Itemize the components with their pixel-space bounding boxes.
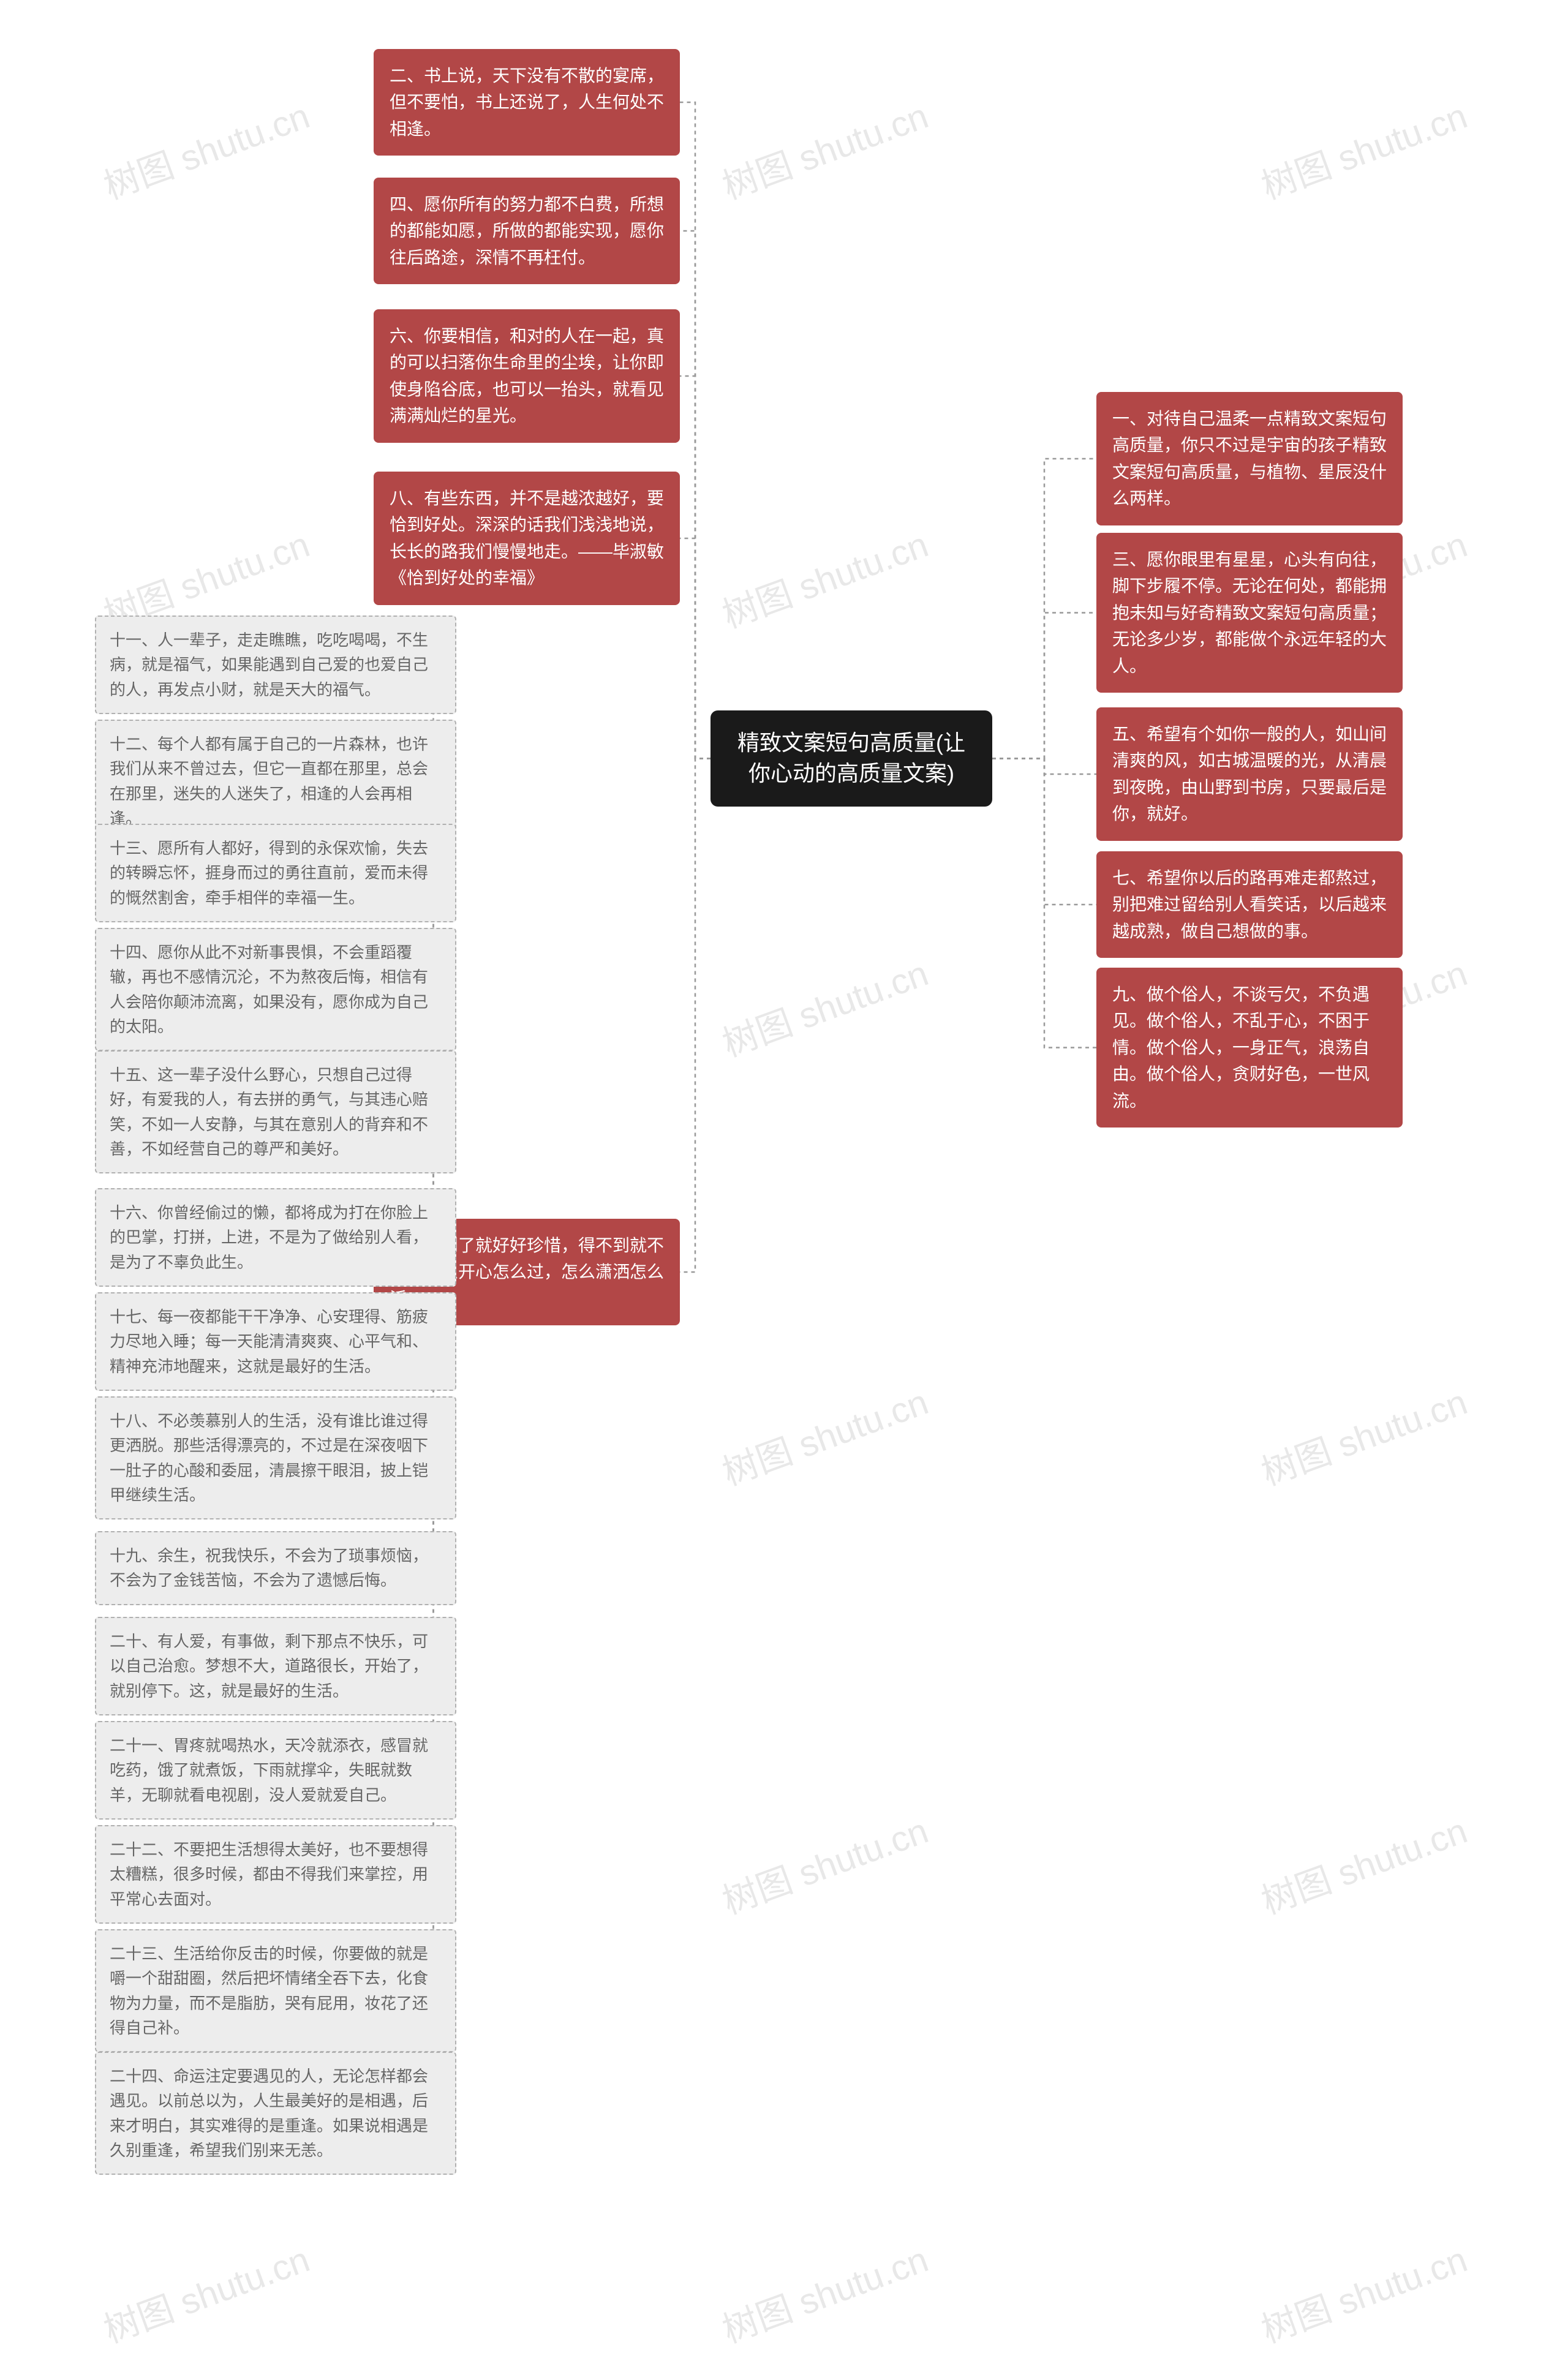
watermark: 树图 shutu.cn [714,516,934,638]
left-leaf-node: 二十四、命运注定要遇见的人，无论怎样都会遇见。以前总以为，人生最美好的是相遇，后… [95,2052,456,2175]
left-leaf-node: 二十、有人爱，有事做，剩下那点不快乐，可以自己治愈。梦想不大，道路很长，开始了，… [95,1617,456,1715]
right-branch-node: 五、希望有个如你一般的人，如山间清爽的风，如古城温暖的光，从清晨到夜晚，由山野到… [1096,707,1403,841]
left-leaf-node: 十六、你曾经偷过的懒，都将成为打在你脸上的巴掌，打拼，上进，不是为了做给别人看，… [95,1188,456,1287]
watermark: 树图 shutu.cn [714,1373,934,1495]
left-branch-node: 四、愿你所有的努力都不白费，所想的都能如愿，所做的都能实现，愿你往后路途，深情不… [374,178,680,284]
left-branch-node-label: 六、你要相信，和对的人在一起，真的可以扫落你生命里的尘埃，让你即使身陷谷底，也可… [390,326,664,425]
left-leaf-node-label: 二十一、胃疼就喝热水，天冷就添衣，感冒就吃药，饿了就煮饭，下雨就撑伞，失眠就数羊… [110,1736,428,1804]
mindmap-root: 精致文案短句高质量(让你心动的高质量文案) [710,710,992,807]
watermark: 树图 shutu.cn [714,1802,934,1924]
left-leaf-node-label: 十二、每个人都有属于自己的一片森林，也许我们从来不曾过去，但它一直都在那里，总会… [110,735,428,827]
watermark: 树图 shutu.cn [96,87,315,209]
watermark: 树图 shutu.cn [1253,1373,1473,1495]
left-leaf-node-label: 十一、人一辈子，走走瞧瞧，吃吃喝喝，不生病，就是福气，如果能遇到自己爱的也爱自己… [110,631,428,699]
left-leaf-node-label: 十五、这一辈子没什么野心，只想自己过得好，有爱我的人，有去拼的勇气，与其违心赔笑… [110,1066,428,1158]
left-leaf-node-label: 十九、余生，祝我快乐，不会为了琐事烦恼，不会为了金钱苦恼，不会为了遗憾后悔。 [110,1546,428,1589]
watermark: 树图 shutu.cn [1253,2231,1473,2352]
left-leaf-node: 十九、余生，祝我快乐，不会为了琐事烦恼，不会为了金钱苦恼，不会为了遗憾后悔。 [95,1531,456,1605]
watermark: 树图 shutu.cn [96,2231,315,2352]
left-leaf-node-label: 二十四、命运注定要遇见的人，无论怎样都会遇见。以前总以为，人生最美好的是相遇，后… [110,2067,428,2159]
left-leaf-node: 十五、这一辈子没什么野心，只想自己过得好，有爱我的人，有去拼的勇气，与其违心赔笑… [95,1050,456,1173]
left-leaf-node-label: 二十、有人爱，有事做，剩下那点不快乐，可以自己治愈。梦想不大，道路很长，开始了，… [110,1632,428,1700]
left-leaf-node: 十八、不必羡慕别人的生活，没有谁比谁过得更洒脱。那些活得漂亮的，不过是在深夜咽下… [95,1396,456,1519]
left-branch-node: 八、有些东西，并不是越浓越好，要恰到好处。深深的话我们浅浅地说，长长的路我们慢慢… [374,472,680,605]
left-leaf-node: 二十三、生活给你反击的时候，你要做的就是嚼一个甜甜圈，然后把坏情绪全吞下去，化食… [95,1929,456,2052]
right-branch-node-label: 七、希望你以后的路再难走都熬过，别把难过留给别人看笑话，以后越来越成熟，做自己想… [1112,868,1387,941]
watermark: 树图 shutu.cn [714,2231,934,2352]
right-branch-node-label: 五、希望有个如你一般的人，如山间清爽的风，如古城温暖的光，从清晨到夜晚，由山野到… [1112,725,1387,823]
left-branch-node-label: 四、愿你所有的努力都不白费，所想的都能如愿，所做的都能实现，愿你往后路途，深情不… [390,195,664,267]
watermark: 树图 shutu.cn [1253,1802,1473,1924]
right-branch-node-label: 三、愿你眼里有星星，心头有向往，脚下步履不停。无论在何处，都能拥抱未知与好奇精致… [1112,550,1387,676]
left-branch-node-label: 二、书上说，天下没有不散的宴席，但不要怕，书上还说了，人生何处不相逢。 [390,66,664,138]
left-leaf-node: 二十一、胃疼就喝热水，天冷就添衣，感冒就吃药，饿了就煮饭，下雨就撑伞，失眠就数羊… [95,1721,456,1820]
root-label: 精致文案短句高质量(让你心动的高质量文案) [737,730,965,786]
left-leaf-node-label: 十六、你曾经偷过的懒，都将成为打在你脸上的巴掌，打拼，上进，不是为了做给别人看，… [110,1203,428,1271]
left-leaf-node: 十四、愿你从此不对新事畏惧，不会重蹈覆辙，再也不感情沉沦，不为熬夜后悔，相信有人… [95,928,456,1051]
left-leaf-node-label: 二十三、生活给你反击的时候，你要做的就是嚼一个甜甜圈，然后把坏情绪全吞下去，化食… [110,1945,428,2037]
right-branch-node: 一、对待自己温柔一点精致文案短句高质量，你只不过是宇宙的孩子精致文案短句高质量，… [1096,392,1403,525]
left-branch-node-label: 八、有些东西，并不是越浓越好，要恰到好处。深深的话我们浅浅地说，长长的路我们慢慢… [390,489,664,587]
left-leaf-node-label: 十四、愿你从此不对新事畏惧，不会重蹈覆辙，再也不感情沉沦，不为熬夜后悔，相信有人… [110,943,428,1036]
left-branch-node: 二、书上说，天下没有不散的宴席，但不要怕，书上还说了，人生何处不相逢。 [374,49,680,156]
right-branch-node: 九、做个俗人，不谈亏欠，不负遇见。做个俗人，不乱于心，不困于情。做个俗人，一身正… [1096,968,1403,1128]
watermark: 树图 shutu.cn [1253,87,1473,209]
left-leaf-node: 二十二、不要把生活想得太美好，也不要想得太糟糕，很多时候，都由不得我们来掌控，用… [95,1825,456,1924]
right-branch-node: 七、希望你以后的路再难走都熬过，别把难过留给别人看笑话，以后越来越成熟，做自己想… [1096,851,1403,958]
right-branch-node: 三、愿你眼里有星星，心头有向往，脚下步履不停。无论在何处，都能拥抱未知与好奇精致… [1096,533,1403,693]
watermark: 树图 shutu.cn [714,944,934,1066]
right-branch-node-label: 一、对待自己温柔一点精致文案短句高质量，你只不过是宇宙的孩子精致文案短句高质量，… [1112,409,1387,508]
right-branch-node-label: 九、做个俗人，不谈亏欠，不负遇见。做个俗人，不乱于心，不困于情。做个俗人，一身正… [1112,985,1370,1110]
left-branch-node: 六、你要相信，和对的人在一起，真的可以扫落你生命里的尘埃，让你即使身陷谷底，也可… [374,309,680,443]
left-leaf-node: 十一、人一辈子，走走瞧瞧，吃吃喝喝，不生病，就是福气，如果能遇到自己爱的也爱自己… [95,616,456,714]
watermark: 树图 shutu.cn [714,87,934,209]
left-leaf-node-label: 十三、愿所有人都好，得到的永保欢愉，失去的转瞬忘怀，捱身而过的勇往直前，爱而未得… [110,839,428,907]
left-leaf-node-label: 十七、每一夜都能干干净净、心安理得、筋疲力尽地入睡；每一天能清清爽爽、心平气和、… [110,1308,428,1376]
left-leaf-node: 十七、每一夜都能干干净净、心安理得、筋疲力尽地入睡；每一天能清清爽爽、心平气和、… [95,1292,456,1391]
left-leaf-node-label: 十八、不必羡慕别人的生活，没有谁比谁过得更洒脱。那些活得漂亮的，不过是在深夜咽下… [110,1412,428,1504]
left-leaf-node: 十三、愿所有人都好，得到的永保欢愉，失去的转瞬忘怀，捱身而过的勇往直前，爱而未得… [95,824,456,922]
left-leaf-node-label: 二十二、不要把生活想得太美好，也不要想得太糟糕，很多时候，都由不得我们来掌控，用… [110,1840,428,1908]
